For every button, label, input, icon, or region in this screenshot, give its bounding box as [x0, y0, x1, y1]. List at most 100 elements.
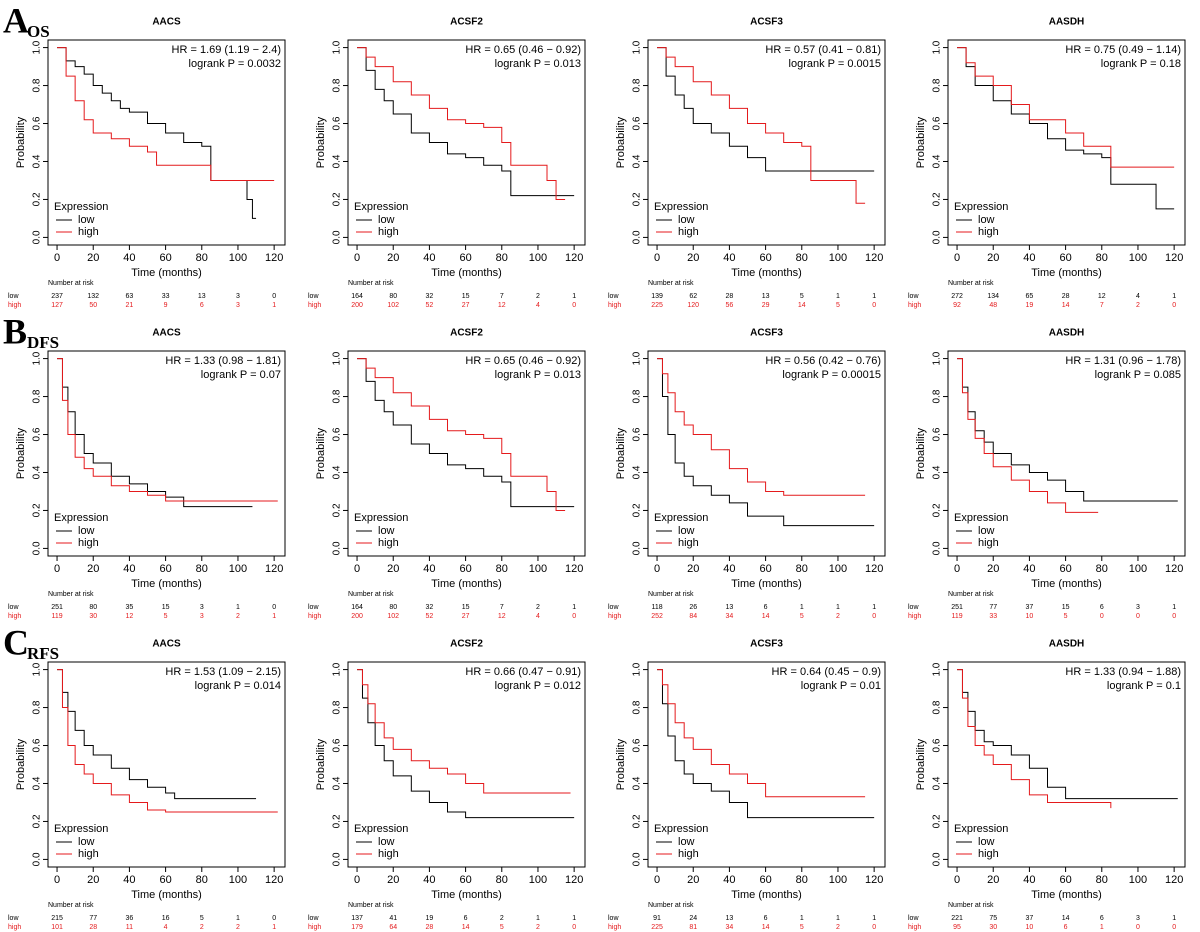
- risk-count: 139: [651, 293, 663, 300]
- legend-label: low: [678, 525, 695, 537]
- risk-count: 5: [836, 302, 840, 309]
- x-tick-label: 20: [987, 874, 999, 886]
- risk-count: 1: [800, 604, 804, 611]
- risk-row-label: low: [8, 915, 19, 922]
- risk-count: 21: [126, 302, 134, 309]
- risk-count: 1: [272, 302, 276, 309]
- x-tick-label: 0: [654, 874, 660, 886]
- risk-title: Number at risk: [348, 591, 394, 598]
- x-tick-label: 100: [529, 563, 547, 575]
- survival-curve: [57, 47, 275, 181]
- y-tick-label: 0.4: [632, 154, 643, 168]
- risk-row-label: high: [908, 613, 921, 620]
- y-tick-label: 0.8: [32, 700, 43, 714]
- plot-frame: [47, 661, 286, 868]
- risk-title: Number at risk: [948, 591, 994, 598]
- survival-curve: [57, 669, 278, 813]
- risk-row-label: high: [8, 302, 21, 309]
- x-tick-label: 100: [229, 563, 247, 575]
- y-axis-label: Probability: [615, 427, 627, 479]
- risk-count: 3: [200, 604, 204, 611]
- risk-count: 14: [798, 302, 806, 309]
- survival-curve: [957, 669, 1178, 800]
- risk-title: Number at risk: [48, 591, 94, 598]
- risk-count: 48: [989, 302, 997, 309]
- annotation: logrank P = 0.013: [495, 369, 581, 381]
- x-axis-label: Time (months): [431, 578, 502, 590]
- y-tick-label: 0.8: [632, 78, 643, 92]
- x-tick-label: 40: [1023, 563, 1035, 575]
- legend-label: high: [78, 537, 99, 549]
- risk-count: 80: [389, 604, 397, 611]
- risk-count: 1: [800, 915, 804, 922]
- risk-count: 14: [462, 924, 470, 931]
- risk-count: 102: [387, 302, 399, 309]
- risk-count: 80: [389, 293, 397, 300]
- risk-count: 19: [426, 915, 434, 922]
- x-tick-label: 40: [1023, 874, 1035, 886]
- risk-count: 6: [764, 604, 768, 611]
- y-tick-label: 1.0: [332, 351, 343, 365]
- survival-curve: [957, 669, 1112, 809]
- y-axis-label: Probability: [315, 738, 327, 790]
- x-tick-label: 40: [723, 874, 735, 886]
- x-tick-label: 120: [865, 563, 883, 575]
- survival-curve: [357, 47, 566, 200]
- risk-count: 95: [953, 924, 961, 931]
- y-tick-label: 0.4: [932, 776, 943, 790]
- risk-count: 2: [500, 915, 504, 922]
- annotation: logrank P = 0.013: [495, 58, 581, 70]
- y-tick-label: 0.2: [632, 814, 643, 828]
- risk-count: 6: [1100, 915, 1104, 922]
- survival-curve: [357, 358, 575, 508]
- annotation: HR = 0.56 (0.42 − 0.76): [765, 355, 881, 367]
- y-tick-label: 0.0: [32, 230, 43, 244]
- legend-title: Expression: [954, 512, 1008, 524]
- chart-title: AASDH: [1049, 328, 1085, 339]
- y-tick-label: 0.4: [32, 154, 43, 168]
- risk-count: 13: [726, 604, 734, 611]
- x-tick-label: 0: [354, 563, 360, 575]
- x-tick-label: 80: [796, 252, 808, 264]
- plot-frame: [47, 350, 286, 557]
- x-tick-label: 60: [1059, 563, 1071, 575]
- risk-count: 5: [800, 293, 804, 300]
- risk-title: Number at risk: [648, 902, 694, 909]
- y-tick-label: 0.4: [932, 154, 943, 168]
- y-tick-label: 0.6: [632, 738, 643, 752]
- annotation: logrank P = 0.00015: [782, 369, 881, 381]
- risk-count: 27: [462, 613, 470, 620]
- survival-curve: [357, 669, 571, 794]
- x-tick-label: 0: [54, 874, 60, 886]
- legend-title: Expression: [354, 201, 408, 213]
- annotation: HR = 0.66 (0.47 − 0.91): [465, 666, 581, 678]
- risk-count: 1: [236, 915, 240, 922]
- risk-count: 12: [498, 302, 506, 309]
- risk-count: 0: [1172, 302, 1176, 309]
- x-tick-label: 120: [1165, 252, 1183, 264]
- legend-label: high: [678, 226, 699, 238]
- risk-count: 29: [762, 302, 770, 309]
- risk-count: 164: [351, 604, 363, 611]
- plot-frame: [647, 39, 886, 246]
- risk-count: 35: [126, 604, 134, 611]
- x-tick-label: 100: [829, 563, 847, 575]
- x-tick-label: 80: [1096, 874, 1108, 886]
- x-tick-label: 60: [459, 252, 471, 264]
- risk-count: 2: [200, 924, 204, 931]
- risk-count: 200: [351, 613, 363, 620]
- legend-title: Expression: [654, 512, 708, 524]
- risk-row-label: high: [8, 613, 21, 620]
- y-tick-label: 0.2: [932, 192, 943, 206]
- risk-count: 0: [272, 915, 276, 922]
- chart-title: ACSF3: [750, 328, 783, 339]
- y-axis-label: Probability: [915, 427, 927, 479]
- survival-curve: [57, 358, 278, 502]
- risk-count: 101: [51, 924, 63, 931]
- risk-count: 28: [89, 924, 97, 931]
- risk-count: 0: [272, 293, 276, 300]
- risk-count: 0: [272, 604, 276, 611]
- risk-title: Number at risk: [48, 902, 94, 909]
- x-tick-label: 80: [1096, 252, 1108, 264]
- x-tick-label: 100: [229, 252, 247, 264]
